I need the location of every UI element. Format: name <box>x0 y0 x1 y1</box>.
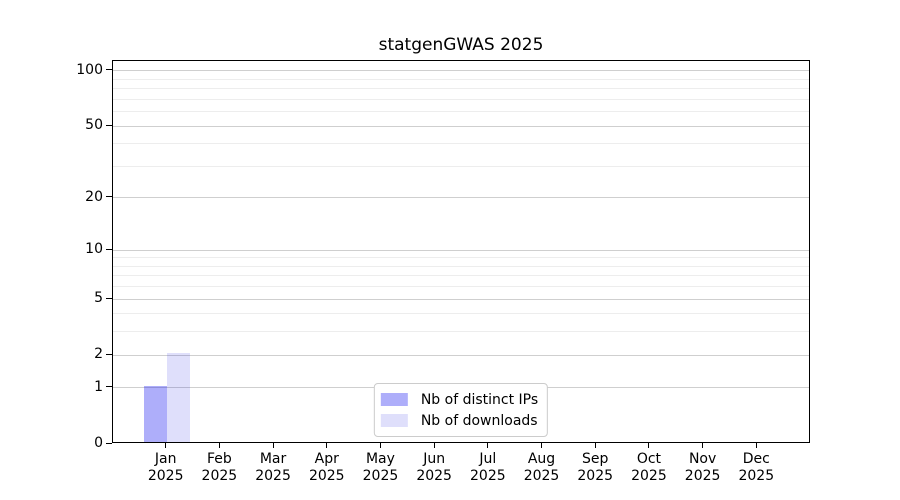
minor-gridline <box>113 331 809 333</box>
x-tick-year: 2025 <box>577 468 614 484</box>
x-tick-year: 2025 <box>416 468 452 484</box>
x-tick-label: Nov 2025 <box>673 451 733 485</box>
x-tick-month: Nov <box>688 451 717 467</box>
x-tick-label: Mar 2025 <box>243 451 303 485</box>
x-tick-month: May <box>365 451 395 467</box>
x-tick-mark <box>702 443 704 448</box>
x-tick-year: 2025 <box>255 468 291 484</box>
x-tick-mark <box>541 443 543 448</box>
minor-gridline <box>113 275 809 277</box>
x-tick-month: Jun <box>423 451 446 467</box>
x-tick-label: Oct 2025 <box>619 451 679 485</box>
legend-item: Nb of distinct IPs <box>380 389 541 410</box>
y-tick-mark <box>106 353 112 355</box>
x-tick-month: Apr <box>314 451 339 467</box>
bar-distinct-ips <box>143 385 167 442</box>
bar-downloads <box>166 353 190 442</box>
legend-swatch <box>380 414 408 427</box>
legend-label: Nb of distinct IPs <box>420 391 539 408</box>
x-tick-label: Jan 2025 <box>136 451 196 485</box>
major-gridline <box>113 70 809 72</box>
y-tick-mark <box>106 297 112 299</box>
x-tick-mark <box>594 443 596 448</box>
major-gridline <box>113 125 809 127</box>
x-tick-year: 2025 <box>523 468 560 484</box>
y-tick-label: 50 <box>85 117 103 134</box>
x-tick-mark <box>218 443 220 448</box>
y-tick-label: 20 <box>85 188 103 205</box>
major-gridline <box>113 354 809 356</box>
y-tick-label: 2 <box>94 346 103 363</box>
minor-gridline <box>113 78 809 80</box>
y-tick-mark <box>106 69 112 71</box>
minor-gridline <box>113 265 809 267</box>
x-tick-label: Aug 2025 <box>512 451 572 485</box>
y-tick-mark <box>106 196 112 198</box>
major-gridline <box>113 298 809 300</box>
minor-gridline <box>113 88 809 90</box>
major-gridline <box>113 249 809 251</box>
x-tick-month: Jul <box>479 451 497 467</box>
x-tick-year: 2025 <box>362 468 399 484</box>
x-tick-year: 2025 <box>470 468 506 484</box>
x-tick-month: Oct <box>636 451 662 467</box>
x-tick-label: Dec 2025 <box>726 451 786 485</box>
x-tick-year: 2025 <box>684 468 721 484</box>
y-tick-label: 10 <box>85 241 103 258</box>
x-tick-mark <box>433 443 435 448</box>
x-tick-label: Apr 2025 <box>297 451 357 485</box>
x-tick-label: Jun 2025 <box>404 451 464 485</box>
x-tick-label: Feb 2025 <box>189 451 249 485</box>
x-tick-month: Aug <box>527 451 556 467</box>
chart-title: statgenGWAS 2025 <box>378 35 544 55</box>
x-tick-year: 2025 <box>201 468 238 484</box>
bars-layer <box>113 61 809 442</box>
y-tick-label: 5 <box>94 290 103 307</box>
minor-gridline <box>113 143 809 145</box>
major-gridline <box>113 197 809 199</box>
x-tick-mark <box>648 443 650 448</box>
x-tick-month: Mar <box>259 451 287 467</box>
minor-gridline <box>113 111 809 113</box>
legend-swatch <box>380 393 408 406</box>
x-tick-label: Sep 2025 <box>565 451 625 485</box>
x-tick-label: May 2025 <box>350 451 410 485</box>
minor-gridline <box>113 313 809 315</box>
x-tick-month: Sep <box>582 451 609 467</box>
y-tick-mark <box>106 442 112 444</box>
legend-label: Nb of downloads <box>420 412 538 429</box>
x-tick-year: 2025 <box>308 468 345 484</box>
minor-gridline <box>113 257 809 259</box>
x-tick-mark <box>379 443 381 448</box>
y-tick-label: 100 <box>76 61 103 78</box>
plot-area: Nb of distinct IPs Nb of downloads <box>112 60 810 443</box>
minor-gridline <box>113 98 809 100</box>
x-tick-mark <box>326 443 328 448</box>
x-tick-month: Jan <box>154 451 177 467</box>
x-tick-mark <box>487 443 489 448</box>
x-tick-year: 2025 <box>147 468 184 484</box>
x-tick-month: Feb <box>206 451 232 467</box>
y-tick-label: 1 <box>94 378 103 395</box>
x-tick-year: 2025 <box>631 468 667 484</box>
minor-gridline <box>113 286 809 288</box>
y-tick-mark <box>106 386 112 388</box>
x-tick-mark <box>272 443 274 448</box>
legend: Nb of distinct IPs Nb of downloads <box>373 383 549 437</box>
y-tick-label: 0 <box>94 435 103 451</box>
x-tick-mark <box>755 443 757 448</box>
y-tick-mark <box>106 248 112 250</box>
x-tick-mark <box>165 443 167 448</box>
x-tick-month: Dec <box>742 451 770 467</box>
y-tick-mark <box>106 124 112 126</box>
minor-gridline <box>113 165 809 167</box>
legend-item: Nb of downloads <box>380 410 541 431</box>
x-tick-label: Jul 2025 <box>458 451 518 485</box>
x-tick-year: 2025 <box>738 468 775 484</box>
